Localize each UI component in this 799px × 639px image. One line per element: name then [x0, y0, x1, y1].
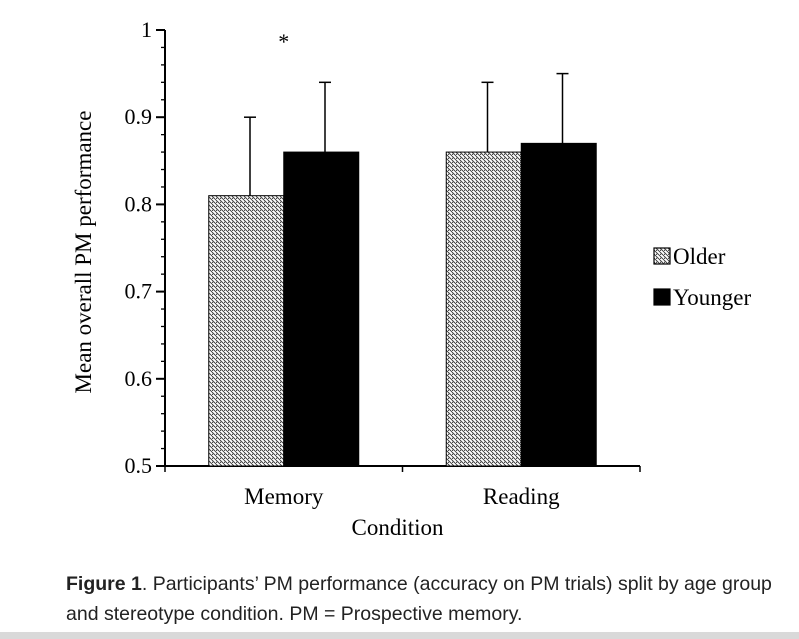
chart-bars	[208, 72, 597, 467]
y-tick-label: 0.9	[125, 104, 153, 129]
caption-label: Figure 1	[66, 573, 142, 595]
y-tick-label: 0.7	[125, 279, 153, 304]
bottom-rule	[0, 632, 799, 639]
bar-younger-memory	[283, 151, 360, 467]
caption-text: . Participants’ PM performance (accuracy…	[66, 573, 772, 625]
legend-swatch-older	[653, 247, 671, 265]
bar-older-memory	[208, 195, 285, 467]
chart-labels: 0.5 0.6 0.7 0.8 0.9 1 Memory Reading * Condition M…	[71, 17, 560, 540]
caption-area: Figure 1. Participants’ PM performance (…	[0, 557, 799, 639]
bar-older-reading	[445, 151, 522, 467]
bar-younger-reading	[520, 142, 597, 467]
figure-caption: Figure 1. Participants’ PM performance (…	[66, 569, 786, 629]
significance-marker: *	[278, 29, 289, 54]
legend-label-younger: Younger	[673, 285, 752, 310]
bar-chart: 0.5 0.6 0.7 0.8 0.9 1 Memory Reading * Condition M…	[71, 17, 752, 540]
y-tick-label: 0.5	[125, 453, 153, 478]
chart-legend: Older Younger	[653, 244, 752, 310]
y-tick-label: 0.6	[125, 366, 153, 391]
x-tick-label: Reading	[483, 484, 560, 509]
x-tick-label: Memory	[244, 484, 324, 509]
legend-label-older: Older	[673, 244, 726, 269]
y-tick-label: 0.8	[125, 191, 153, 216]
y-tick-label: 1	[141, 17, 152, 42]
x-axis-title: Condition	[351, 515, 444, 540]
legend-swatch-younger	[653, 288, 671, 306]
y-axis-title: Mean overall PM performance	[71, 111, 96, 394]
